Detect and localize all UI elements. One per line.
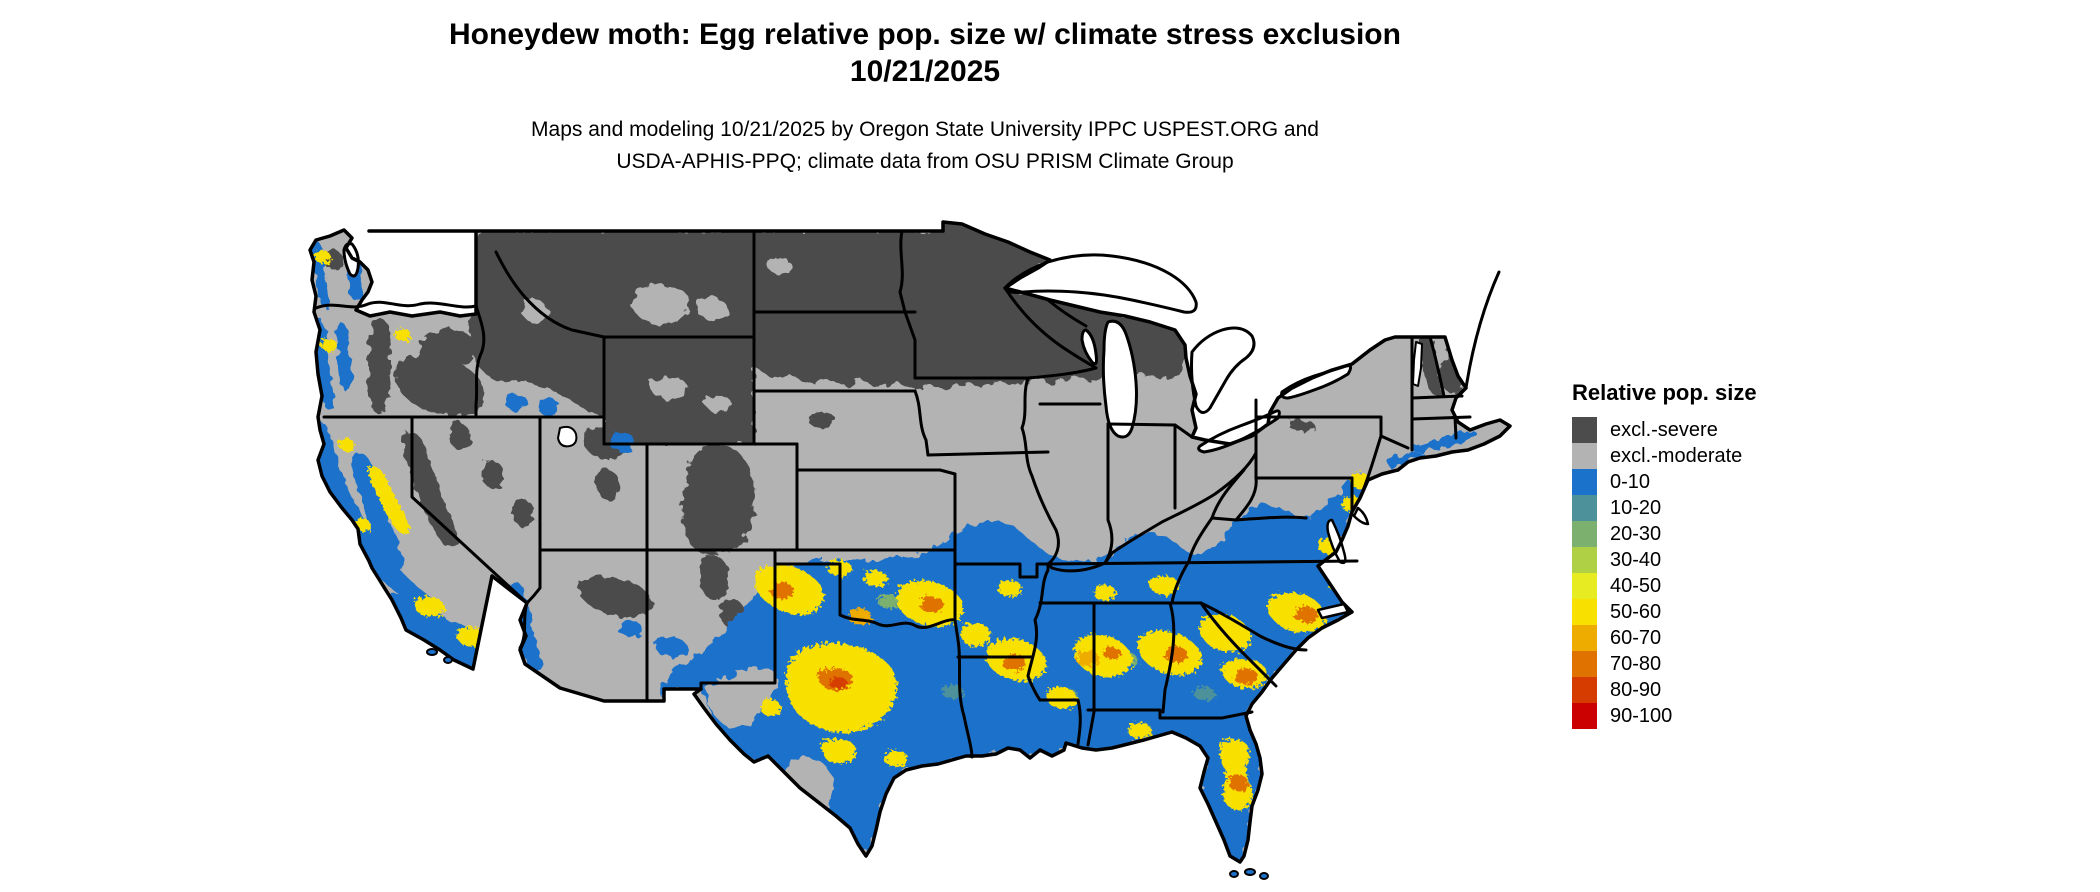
subtitle-line2: USDA-APHIS-PPQ; climate data from OSU PR… [616,150,1234,173]
legend-title: Relative pop. size [1572,380,1757,405]
lake-huron [1190,326,1256,414]
legend-label: 0-10 [1610,471,1651,493]
legend-swatch [1572,469,1597,495]
legend-label: excl.-severe [1610,419,1718,441]
lake-champlain [1412,341,1423,387]
pamlico-sound [1316,602,1350,620]
legend-swatch [1572,573,1597,599]
great-salt-lake [557,425,578,448]
subtitle-line1: Maps and modeling 10/21/2025 by Oregon S… [531,118,1319,141]
legend-swatch [1572,547,1597,573]
legend-item: 50-60 [1572,599,1872,625]
legend-item: 40-50 [1572,573,1872,599]
legend-label: 60-70 [1610,627,1662,649]
conus-outline [308,220,1512,864]
header: Honeydew moth: Egg relative pop. size w/… [240,16,1610,178]
legend-swatch [1572,443,1597,469]
legend-item: 10-20 [1572,495,1872,521]
legend-swatch [1572,495,1597,521]
legend-swatch [1572,521,1597,547]
legend-swatch [1572,677,1597,703]
map-layer-population-orange [770,582,1318,792]
legend-rows: excl.-severe excl.-moderate 0-10 10-20 2… [1572,417,1872,729]
legend-label: 40-50 [1610,575,1662,597]
lake-michigan [1101,319,1138,439]
legend-swatch [1572,703,1597,729]
legend-item: 30-40 [1572,547,1872,573]
lake-superior [1003,253,1198,314]
legend-label: 90-100 [1610,705,1673,727]
delaware-bay [1352,506,1370,526]
legend-item: 0-10 [1572,469,1872,495]
legend-swatch [1572,599,1597,625]
page-title-line1: Honeydew moth: Egg relative pop. size w/… [449,18,1401,51]
legend: Relative pop. size excl.-severe excl.-mo… [1572,380,1872,729]
legend-item: excl.-severe [1572,417,1872,443]
legend-item: 20-30 [1572,521,1872,547]
legend-label: excl.-moderate [1610,445,1743,467]
legend-label: 30-40 [1610,549,1662,571]
legend-label: 50-60 [1610,601,1662,623]
legend-item: 80-90 [1572,677,1872,703]
state-borders [314,229,1501,759]
legend-label: 80-90 [1610,679,1662,701]
legend-label: 70-80 [1610,653,1662,675]
islands [426,648,1269,880]
legend-swatch [1572,417,1597,443]
page-title-line2: 10/21/2025 [849,55,1001,88]
legend-swatch [1572,625,1597,651]
map-layer-excluded-severe [322,222,1510,630]
legend-item: excl.-moderate [1572,443,1872,469]
map-layer-moderate-patches [522,256,792,413]
green-bay [1080,328,1098,366]
legend-item: 90-100 [1572,703,1872,729]
legend-label: 10-20 [1610,497,1662,519]
map-layer-population-yellow [314,250,1372,810]
legend-swatch [1572,651,1597,677]
legend-label: 20-30 [1610,523,1662,545]
legend-item: 60-70 [1572,625,1872,651]
legend-item: 70-80 [1572,651,1872,677]
page-subtitle: Maps and modeling 10/21/2025 by Oregon S… [240,114,1610,178]
map-lakes [342,242,1423,620]
